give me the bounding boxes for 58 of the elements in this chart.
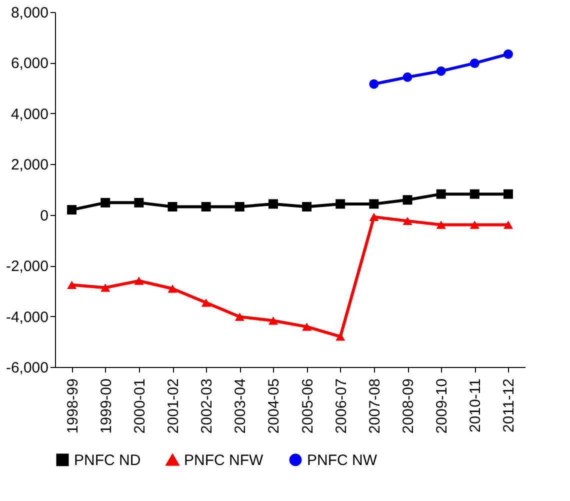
point <box>168 284 178 293</box>
point <box>234 202 244 212</box>
point <box>470 220 480 229</box>
x-tick-label: 2010-11 <box>467 378 484 432</box>
point <box>503 49 513 59</box>
y-tick-label: 4,000 <box>10 106 48 123</box>
legend-label: PNFC NW <box>307 452 378 469</box>
point <box>369 212 379 221</box>
point <box>470 189 480 199</box>
y-tick-label: -6,000 <box>6 360 48 376</box>
point <box>369 199 379 209</box>
x-tick-label: 1998-99 <box>64 378 82 434</box>
point <box>67 205 77 215</box>
x-tick-label: 2000-01 <box>131 378 148 434</box>
point <box>402 72 412 82</box>
x-tick-label: 2007-08 <box>366 378 384 434</box>
point <box>100 284 110 292</box>
point <box>134 276 144 285</box>
y-tick-label: -2,000 <box>6 258 48 276</box>
x-tick-label: 2011-12 <box>500 378 518 432</box>
point <box>302 322 312 331</box>
y-tick-label: -4,000 <box>6 308 48 326</box>
point <box>100 198 110 208</box>
point <box>503 220 513 229</box>
point <box>67 280 77 289</box>
legend-label: PNFC ND <box>74 452 141 469</box>
point <box>436 66 446 76</box>
y-tick-label: 8,000 <box>10 4 48 22</box>
x-tick-label: 2002-03 <box>198 378 216 434</box>
point <box>436 220 446 229</box>
point <box>201 202 211 212</box>
point <box>134 198 144 208</box>
point <box>201 298 211 307</box>
x-tick-label: 2005-06 <box>299 378 316 434</box>
y-tick-label: 0 <box>40 207 48 224</box>
point <box>268 199 278 209</box>
x-tick-label: 2001-02 <box>165 378 182 434</box>
x-tick-label: 2006-07 <box>332 378 350 434</box>
y-tick-label: 2,000 <box>10 156 48 174</box>
point <box>336 332 346 341</box>
point <box>234 312 244 321</box>
x-tick-label: 2009-10 <box>434 378 451 434</box>
x-tick-label: 2008-09 <box>400 378 417 434</box>
y-tick-label: 6,000 <box>10 55 48 72</box>
point <box>436 189 446 199</box>
legend-label: PNFC NFW <box>184 452 264 470</box>
x-tick-label: 2003-04 <box>232 378 250 434</box>
point <box>336 199 346 209</box>
point <box>402 216 412 226</box>
point <box>168 202 178 212</box>
x-tick-label: 2004-05 <box>266 378 283 434</box>
point <box>402 195 412 205</box>
point <box>268 316 278 325</box>
point <box>503 189 513 199</box>
point <box>369 79 379 89</box>
x-tick-label: 1999-00 <box>98 378 115 434</box>
point <box>470 58 480 68</box>
point <box>302 202 312 212</box>
